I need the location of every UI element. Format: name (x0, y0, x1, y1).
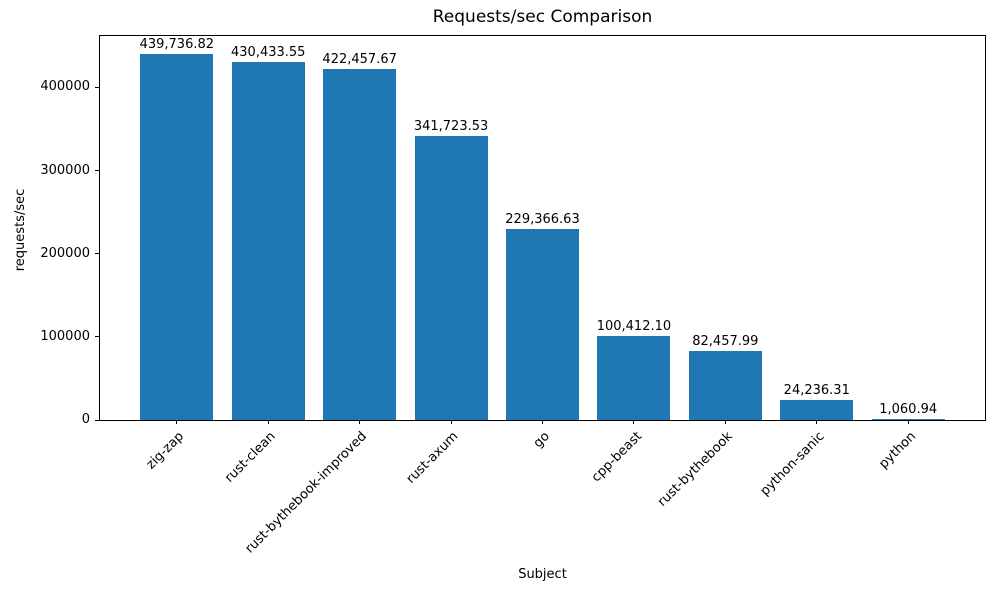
bar-rust-axum (414, 135, 488, 420)
bar-value-label: 1,060.94 (879, 402, 938, 418)
bar-rust-bythebook-improved (323, 68, 397, 420)
x-tick-mark (450, 420, 452, 424)
y-tick-mark (95, 86, 99, 88)
chart-title: Requests/sec Comparison (432, 7, 653, 27)
bar-zig-zap (140, 54, 214, 420)
x-tick-mark (267, 420, 269, 424)
bar-value-label: 341,723.53 (413, 118, 489, 134)
bar-rust-bythebook (688, 351, 762, 420)
bar-python-sanic (780, 399, 854, 420)
x-tick-label-zig-zap: zig-zap (143, 429, 188, 473)
bar-value-label: 24,236.31 (783, 382, 850, 398)
y-tick-mark (95, 419, 99, 421)
y-axis-label: requests/sec (13, 188, 28, 272)
x-axis-label: Subject (518, 567, 567, 582)
y-tick-label: 200000 (40, 245, 90, 261)
bar-python (871, 419, 945, 420)
bar-value-label: 100,412.10 (596, 319, 672, 335)
y-tick-mark (95, 336, 99, 338)
x-tick-mark (359, 420, 361, 424)
x-tick-label-go: go (531, 429, 554, 452)
bar-value-label: 430,433.55 (231, 45, 306, 61)
x-tick-mark (724, 420, 726, 424)
x-tick-mark (176, 420, 178, 424)
bar-go (505, 229, 580, 420)
x-tick-label-python: python (876, 429, 919, 472)
y-tick-label: 400000 (40, 79, 90, 95)
y-tick-label: 0 (81, 412, 90, 427)
x-tick-label-python-sanic: python-sanic (757, 429, 828, 499)
y-tick-mark (95, 253, 99, 255)
bar-value-label: 422,457.67 (322, 51, 397, 67)
x-tick-label-cpp-beast: cpp-beast (588, 429, 645, 486)
x-tick-label-rust-clean: rust-clean (222, 429, 279, 486)
bar-value-label: 439,736.82 (139, 37, 215, 53)
x-tick-mark (633, 420, 635, 424)
x-tick-mark (542, 420, 543, 424)
y-tick-label: 300000 (40, 162, 90, 178)
bar-cpp-beast (597, 336, 671, 420)
x-tick-mark (816, 420, 818, 424)
bar-value-label: 229,366.63 (505, 212, 580, 228)
x-tick-label-rust-bythebook: rust-bythebook (655, 429, 736, 510)
bar-rust-clean (231, 62, 305, 420)
y-tick-mark (95, 170, 99, 171)
x-tick-label-rust-axum: rust-axum (403, 429, 462, 487)
bar-value-label: 82,457.99 (692, 334, 759, 350)
plot-area: 0 100000 200000 300000 400000 439,736.82 zig-z… (40, 35, 986, 556)
x-tick-mark (907, 420, 909, 424)
y-tick-label: 100000 (40, 328, 90, 344)
